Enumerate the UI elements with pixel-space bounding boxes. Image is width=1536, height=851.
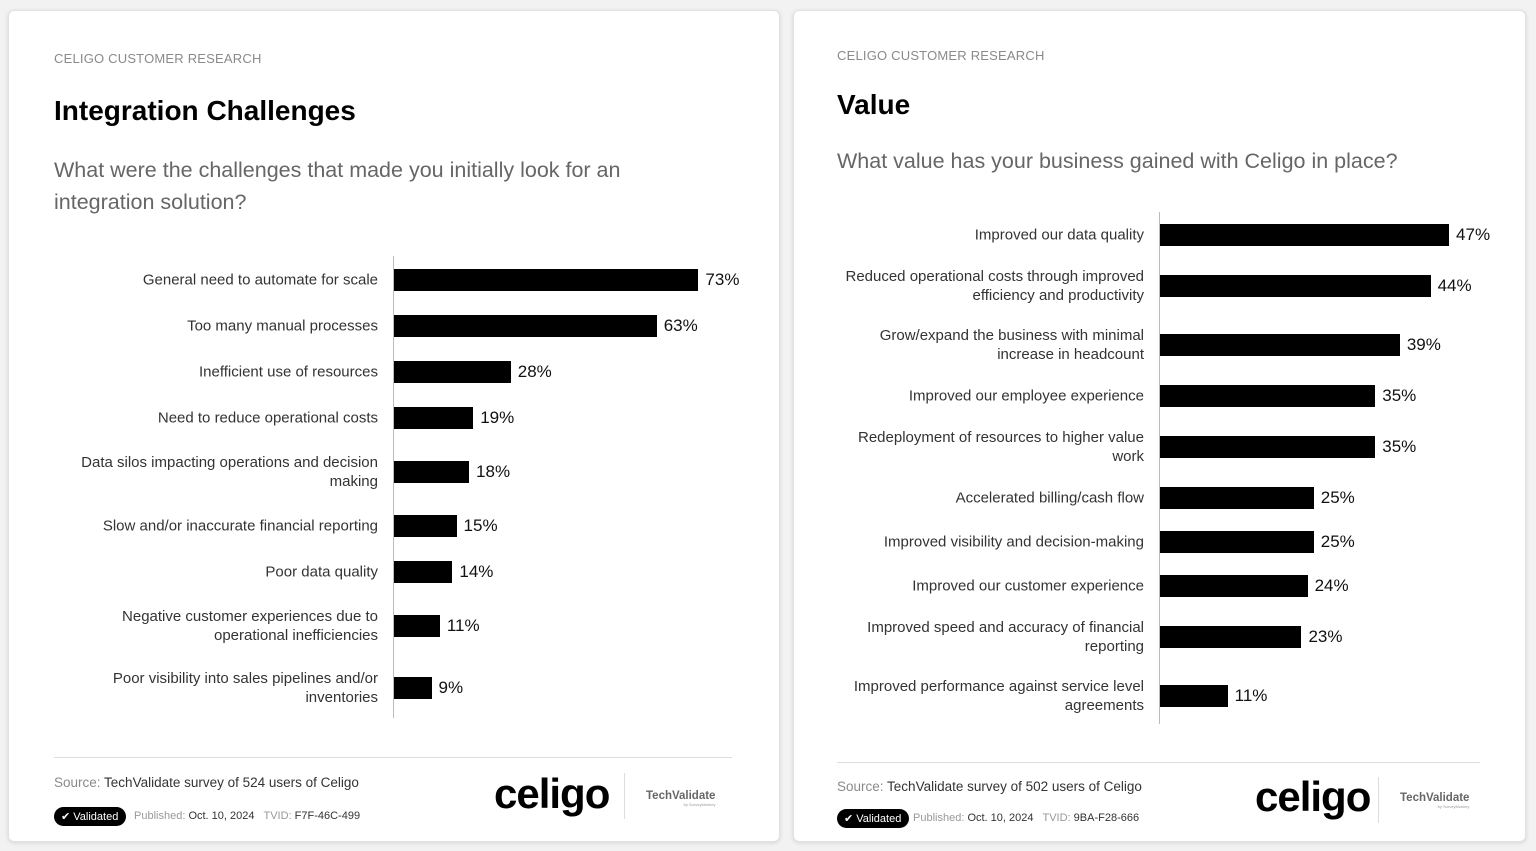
category-axis: [1159, 212, 1160, 724]
surveymonkey-text: by SurveyMonkey: [1437, 804, 1470, 809]
publish-meta: Published: Oct. 10, 2024 TVID: 9BA-F28-6…: [913, 812, 1139, 824]
tvid-value: F7F-46C-499: [294, 810, 361, 822]
source-text: Source: TechValidate survey of 502 users…: [837, 779, 1142, 794]
footer-divider: [837, 762, 1480, 763]
celigo-logo: celigo: [494, 770, 610, 817]
value-label: 11%: [1234, 686, 1268, 705]
techvalidate-text: TechValidate: [646, 790, 716, 802]
category-label: Slow and/or inaccurate financial reporti…: [102, 517, 378, 535]
techvalidate-logo: TechValidate by SurveyMonkey: [1400, 792, 1469, 809]
bar: [1160, 575, 1308, 597]
source-label: Source:: [837, 779, 884, 794]
category-label: Grow/expand the business with minimal in…: [879, 327, 1144, 363]
value-label: 14%: [459, 562, 494, 581]
bar: [394, 407, 474, 429]
category-axis: [393, 256, 394, 718]
logo-divider: [1378, 777, 1379, 823]
bar: [394, 677, 432, 699]
category-label: Negative customer experiences due to ope…: [122, 608, 378, 644]
published-date: Oct. 10, 2024: [967, 812, 1034, 824]
bar: [394, 315, 657, 337]
bar: [1160, 224, 1450, 246]
category-label: Poor visibility into sales pipelines and…: [112, 670, 378, 706]
chart-question: What value has your business gained with…: [837, 149, 1398, 173]
category-label: Improved speed and accuracy of financial…: [867, 619, 1144, 655]
category-label: Improved our customer experience: [912, 577, 1144, 595]
celigo-logo: celigo: [1255, 773, 1371, 820]
bar: [394, 361, 511, 383]
category-label: Data silos impacting operations and deci…: [81, 454, 378, 490]
tvid-label: TVID:: [263, 810, 292, 822]
category-label: Redeployment of resources to higher valu…: [858, 429, 1144, 465]
value-label: 25%: [1320, 532, 1355, 551]
bar: [1160, 685, 1228, 707]
source-value: TechValidate survey of 502 users of Celi…: [887, 779, 1142, 794]
techvalidate-logo: TechValidate by SurveyMonkey: [646, 790, 715, 807]
check-icon: ✔: [844, 813, 854, 825]
value-label: 39%: [1406, 335, 1441, 354]
card-kicker: CELIGO CUSTOMER RESEARCH: [54, 51, 262, 66]
category-label: Improved our employee experience: [908, 387, 1144, 405]
bar: [1160, 531, 1314, 553]
bar: [394, 615, 440, 637]
value-label: 47%: [1456, 225, 1491, 244]
tvid-label: TVID:: [1042, 812, 1071, 824]
value-label: 15%: [463, 516, 498, 535]
tvid-value: 9BA-F28-666: [1073, 812, 1140, 824]
published-label: Published:: [913, 812, 965, 824]
validated-label: Validated: [73, 811, 119, 823]
category-label: Improved performance against service lev…: [853, 678, 1144, 714]
bar: [394, 269, 699, 291]
bar: [1160, 626, 1302, 648]
publish-meta: Published: Oct. 10, 2024 TVID: F7F-46C-4…: [134, 810, 360, 822]
validated-label: Validated: [856, 813, 902, 825]
value-label: 9%: [438, 678, 464, 697]
validated-badge: ✔ Validated: [837, 809, 910, 828]
bar: [394, 461, 470, 483]
value-label: 28%: [517, 362, 552, 381]
bar: [1160, 334, 1400, 356]
bar: [394, 515, 457, 537]
chart-question: What were the challenges that made you i…: [54, 158, 621, 214]
category-label: Improved visibility and decision-making: [883, 533, 1144, 551]
published-label: Published:: [134, 810, 186, 822]
bar: [1160, 436, 1376, 458]
surveymonkey-text: by SurveyMonkey: [683, 802, 716, 807]
published-date: Oct. 10, 2024: [188, 810, 255, 822]
bar: [394, 561, 453, 583]
value-label: 18%: [476, 462, 511, 481]
source-value: TechValidate survey of 524 users of Celi…: [104, 775, 359, 790]
value-label: 24%: [1314, 576, 1349, 595]
category-label: General need to automate for scale: [142, 271, 378, 289]
logo-divider: [624, 773, 625, 819]
category-label: Poor data quality: [265, 563, 378, 581]
value-label: 19%: [480, 408, 515, 427]
validated-badge: ✔ Validated: [54, 807, 127, 826]
chart-title: Value: [837, 89, 911, 120]
category-label: Accelerated billing/cash flow: [955, 489, 1144, 507]
value-label: 35%: [1382, 437, 1417, 456]
value-label: 11%: [446, 616, 480, 635]
category-label: Need to reduce operational costs: [157, 409, 378, 427]
value-label: 73%: [705, 270, 740, 289]
value-label: 25%: [1320, 488, 1355, 507]
bar: [1160, 385, 1376, 407]
bar: [1160, 487, 1314, 509]
card-kicker: CELIGO CUSTOMER RESEARCH: [837, 48, 1045, 63]
value-label: 23%: [1308, 627, 1343, 646]
category-label: Improved our data quality: [974, 226, 1144, 244]
source-text: Source: TechValidate survey of 524 users…: [54, 775, 359, 790]
check-icon: ✔: [61, 811, 71, 823]
footer-divider: [54, 757, 732, 758]
category-label: Reduced operational costs through improv…: [845, 268, 1144, 304]
bar: [1160, 275, 1431, 297]
value-label: 35%: [1382, 386, 1417, 405]
chart-title: Integration Challenges: [54, 95, 356, 126]
category-label: Too many manual processes: [187, 317, 378, 335]
techvalidate-text: TechValidate: [1400, 792, 1470, 804]
value-label: 44%: [1437, 276, 1472, 295]
category-label: Inefficient use of resources: [199, 363, 378, 381]
source-label: Source:: [54, 775, 101, 790]
value-label: 63%: [663, 316, 698, 335]
